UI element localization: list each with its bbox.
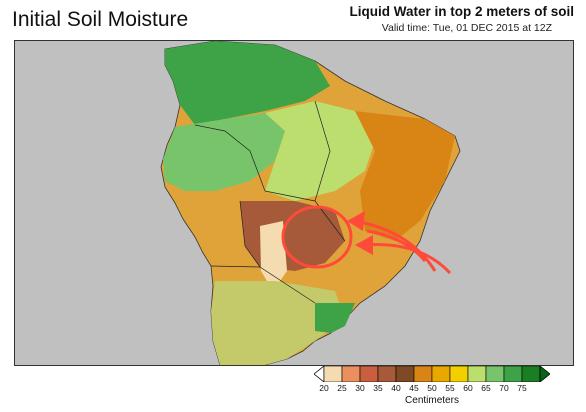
color-legend <box>314 366 550 382</box>
legend-tick-label: 20 <box>319 383 329 393</box>
legend-cell <box>449 366 469 382</box>
legend-tick-label: 30 <box>355 383 365 393</box>
legend-tick-label: 25 <box>337 383 347 393</box>
arrowhead-lower <box>355 235 373 255</box>
legend-cell <box>341 366 361 382</box>
legend-tick-label: 55 <box>445 383 455 393</box>
legend-tick-label: 50 <box>427 383 437 393</box>
legend-high-arrow <box>539 366 550 382</box>
annotation-arrows <box>281 205 452 275</box>
legend-cell <box>377 366 397 382</box>
legend-tick-label: 70 <box>499 383 509 393</box>
country-borders <box>194 100 346 304</box>
region-southeast <box>315 303 355 333</box>
legend-tick-label: 75 <box>517 383 527 393</box>
legend-low-arrow <box>314 366 325 382</box>
legend-cell <box>395 366 415 382</box>
legend-cell <box>431 366 451 382</box>
arrow-middle <box>366 229 427 262</box>
valid-time: Valid time: Tue, 01 DEC 2015 at 12Z <box>381 22 552 34</box>
legend-cells <box>323 366 541 382</box>
legend-tick-label: 40 <box>391 383 401 393</box>
annotation-circle <box>281 205 353 269</box>
legend-units: Centimeters <box>405 395 459 406</box>
arrowhead-upper <box>347 211 365 231</box>
legend-cell <box>359 366 379 382</box>
region-amazon-north <box>165 41 330 125</box>
region-dry-highlands <box>260 221 287 291</box>
legend-cell <box>413 366 433 382</box>
arrowheads <box>347 211 373 255</box>
legend-tick-label: 35 <box>373 383 383 393</box>
region-east-brazil <box>355 111 455 241</box>
legend-cell <box>485 366 505 382</box>
map-title: Initial Soil Moisture <box>12 8 189 31</box>
region-central-amazon <box>265 101 375 201</box>
legend-tick-label: 65 <box>481 383 491 393</box>
region-amazon-west <box>163 113 285 191</box>
legend-cell <box>503 366 523 382</box>
legend-cell <box>521 366 541 382</box>
arrow-upper <box>354 219 437 272</box>
legend-cell <box>467 366 487 382</box>
legend-tick-label: 45 <box>409 383 419 393</box>
legend-cell <box>323 366 343 382</box>
soil-moisture-map <box>14 40 574 366</box>
map-canvas <box>15 41 573 365</box>
map-subtitle: Liquid Water in top 2 meters of soil <box>349 4 574 19</box>
region-southern-cone <box>211 281 345 365</box>
legend-tick-label: 60 <box>463 383 473 393</box>
